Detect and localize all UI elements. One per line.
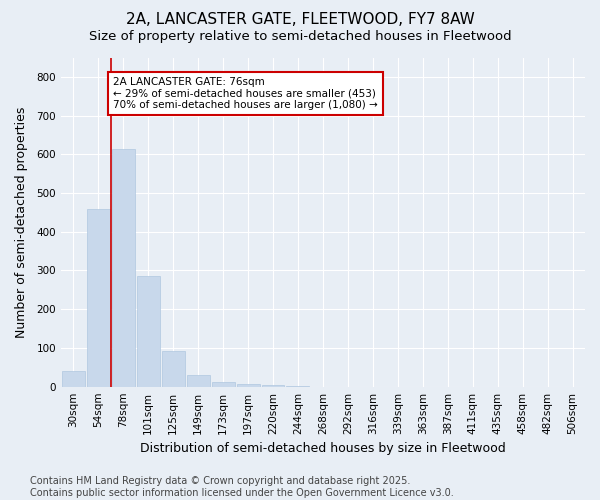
Bar: [137, 276, 160, 386]
Bar: [112, 148, 135, 386]
Text: Size of property relative to semi-detached houses in Fleetwood: Size of property relative to semi-detach…: [89, 30, 511, 43]
Bar: [262, 385, 284, 386]
Text: Contains HM Land Registry data © Crown copyright and database right 2025.
Contai: Contains HM Land Registry data © Crown c…: [30, 476, 454, 498]
Bar: [212, 382, 235, 386]
Text: 2A LANCASTER GATE: 76sqm
← 29% of semi-detached houses are smaller (453)
70% of : 2A LANCASTER GATE: 76sqm ← 29% of semi-d…: [113, 77, 378, 110]
Bar: [62, 371, 85, 386]
Bar: [236, 384, 260, 386]
X-axis label: Distribution of semi-detached houses by size in Fleetwood: Distribution of semi-detached houses by …: [140, 442, 506, 455]
Text: 2A, LANCASTER GATE, FLEETWOOD, FY7 8AW: 2A, LANCASTER GATE, FLEETWOOD, FY7 8AW: [125, 12, 475, 28]
Bar: [161, 350, 185, 386]
Bar: [187, 375, 209, 386]
Bar: [87, 208, 110, 386]
Y-axis label: Number of semi-detached properties: Number of semi-detached properties: [15, 106, 28, 338]
